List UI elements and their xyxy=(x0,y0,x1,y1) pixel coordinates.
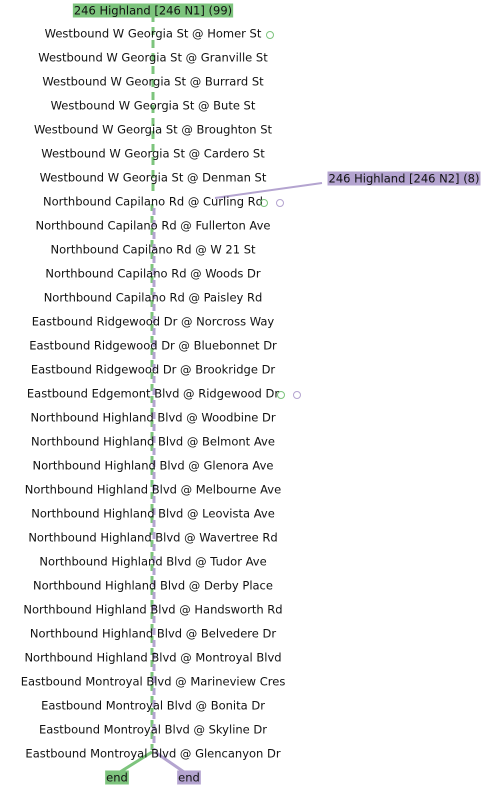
stop-name: Northbound Highland Blvd @ Melbourne Ave xyxy=(25,483,281,497)
timepoint-icon xyxy=(260,199,268,207)
route-label: 246 Highland [246 N1] (99) xyxy=(74,4,232,18)
timepoint-icon xyxy=(266,31,274,39)
route-line-n2 xyxy=(214,182,323,199)
labels: 246 Highland [246 N1] (99) 246 Highland [… xyxy=(21,3,481,785)
stop-name: Westbound W Georgia St @ Cardero St xyxy=(41,147,265,161)
route-label-bg xyxy=(327,171,481,186)
stop-name: Northbound Highland Blvd @ Handsworth Rd xyxy=(23,603,282,617)
route-label: 246 Highland [246 N2] (8) xyxy=(329,172,480,186)
stop-name: Westbound W Georgia St @ Bute St xyxy=(51,99,256,113)
stop-name: Eastbound Montroyal Blvd @ Skyline Dr xyxy=(39,723,267,737)
timepoint-icon xyxy=(276,199,284,207)
stop-name: Northbound Highland Blvd @ Woodbine Dr xyxy=(30,411,275,425)
route-label-bg xyxy=(72,3,234,18)
end-label: end xyxy=(178,771,200,785)
stop-name: Northbound Highland Blvd @ Glenora Ave xyxy=(33,459,274,473)
stop-name: Eastbound Ridgewood Dr @ Brookridge Dr xyxy=(31,363,276,377)
stop-name: Northbound Capilano Rd @ W 21 St xyxy=(50,243,256,257)
stop-name: Northbound Highland Blvd @ Leovista Ave xyxy=(31,507,275,521)
stop-name: Northbound Capilano Rd @ Curling Rd xyxy=(43,195,263,209)
stop-name: Northbound Highland Blvd @ Derby Place xyxy=(33,579,273,593)
stop-name: Northbound Highland Blvd @ Belmont Ave xyxy=(31,435,275,449)
route-line-n1 xyxy=(119,750,153,774)
stop-name: Eastbound Montroyal Blvd @ Marineview Cr… xyxy=(21,675,286,689)
stop-name: Westbound W Georgia St @ Broughton St xyxy=(34,123,273,137)
stop-name: Northbound Highland Blvd @ Wavertree Rd xyxy=(28,531,277,545)
timepoint-icon xyxy=(277,391,285,399)
stop-name: Northbound Capilano Rd @ Fullerton Ave xyxy=(36,219,271,233)
stop-name: Eastbound Ridgewood Dr @ Norcross Way xyxy=(32,315,275,329)
end-label-bg xyxy=(105,770,129,785)
stop-name: Northbound Capilano Rd @ Paisley Rd xyxy=(44,291,263,305)
stop-name: Eastbound Ridgewood Dr @ Bluebonnet Dr xyxy=(29,339,277,353)
stop-name: Eastbound Montroyal Blvd @ Glencanyon Dr xyxy=(25,747,280,761)
stop-name: Westbound W Georgia St @ Denman St xyxy=(40,171,267,185)
end-label: end xyxy=(106,771,128,785)
stop-name: Eastbound Edgemont Blvd @ Ridgewood Dr xyxy=(27,387,279,401)
stop-name: Northbound Capilano Rd @ Woods Dr xyxy=(45,267,260,281)
end-label-bg xyxy=(177,770,201,785)
stop-name: Northbound Highland Blvd @ Tudor Ave xyxy=(39,555,266,569)
stop-name: Westbound W Georgia St @ Homer St xyxy=(45,27,262,41)
stop-name: Westbound W Georgia St @ Burrard St xyxy=(42,75,264,89)
stop-name: Northbound Highland Blvd @ Montroyal Blv… xyxy=(24,651,281,665)
route-line-n2 xyxy=(154,750,185,774)
stop-name: Westbound W Georgia St @ Granville St xyxy=(38,51,268,65)
stop-name: Northbound Highland Blvd @ Belvedere Dr xyxy=(30,627,276,641)
timing-icons xyxy=(260,31,301,399)
timepoint-icon xyxy=(293,391,301,399)
route-lines xyxy=(119,14,323,774)
stop-name: Eastbound Montroyal Blvd @ Bonita Dr xyxy=(41,699,265,713)
